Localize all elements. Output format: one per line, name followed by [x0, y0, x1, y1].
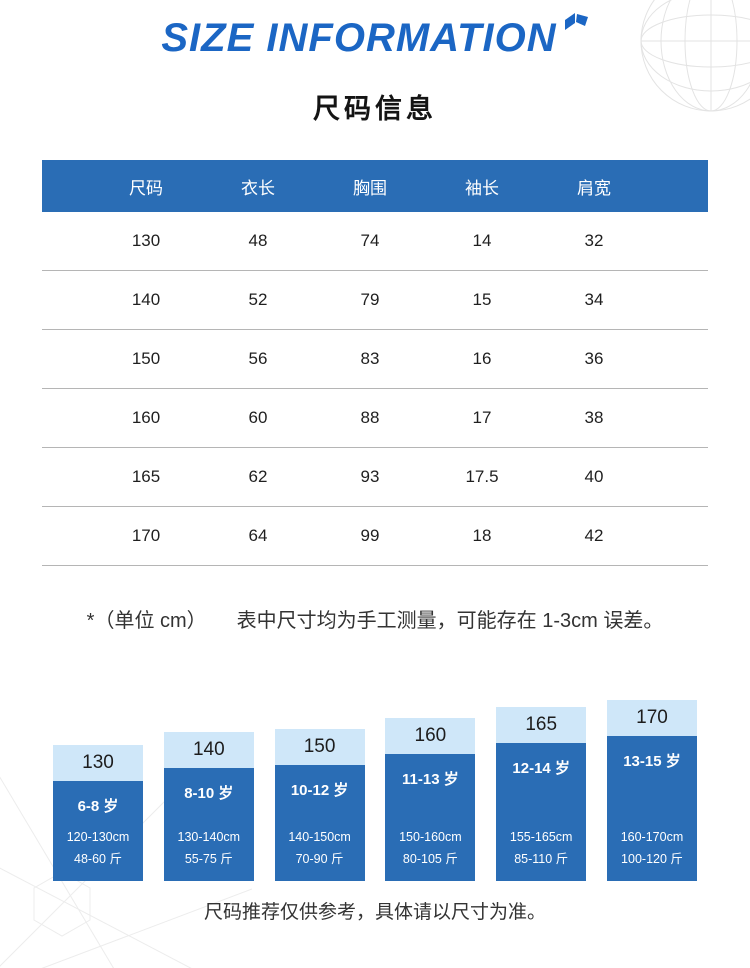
- height-range: 130-140cm: [177, 830, 241, 845]
- table-cell: 52: [248, 290, 268, 309]
- size-bar-130: 130 6-8 岁 120-130cm 48-60 斤: [53, 745, 143, 881]
- table-cell: 170: [131, 526, 161, 545]
- table-cell: 140: [131, 290, 161, 309]
- size-label: 165: [496, 707, 587, 743]
- age-range: 6-8 岁: [77, 798, 119, 815]
- table-cell: 15: [472, 290, 492, 309]
- size-bar-body: 8-10 岁 130-140cm 55-75 斤: [163, 768, 254, 881]
- table-row: 160 60 88 17 38: [42, 389, 708, 448]
- table-cell: 130: [131, 231, 161, 250]
- table-cell: 48: [248, 231, 268, 250]
- table-row: 150 56 83 16 36: [42, 330, 708, 389]
- table-cell: 160: [131, 408, 161, 427]
- size-bar-165: 165 12-14 岁 155-165cm 85-110 斤: [496, 707, 587, 881]
- size-bar-body: 10-12 岁 140-150cm 70-90 斤: [274, 765, 365, 881]
- table-header-cell: 衣长: [241, 178, 275, 198]
- page-title-zh: 尺码信息: [313, 94, 437, 124]
- table-cell: 40: [584, 467, 604, 486]
- table-cell: 42: [584, 526, 604, 545]
- table-cell: 17.5: [465, 467, 499, 486]
- size-bar-body: 6-8 岁 120-130cm 48-60 斤: [53, 781, 143, 881]
- size-table: 尺码 衣长 胸围 袖长 肩宽 130 48 74 14 32 140 52 79…: [42, 160, 708, 566]
- age-range: 8-10 岁: [184, 785, 234, 802]
- height-weight-range: 140-150cm 70-90 斤: [288, 827, 351, 871]
- weight-range: 70-90 斤: [295, 852, 344, 867]
- weight-range: 48-60 斤: [74, 852, 122, 867]
- age-range: 11-13 岁: [402, 771, 459, 788]
- table-cell: 18: [472, 526, 492, 545]
- table-header-cell: 胸围: [353, 178, 387, 198]
- size-bar-160: 160 11-13 岁 150-160cm 80-105 斤: [385, 718, 476, 881]
- size-label: 170: [606, 700, 697, 736]
- size-bar-body: 11-13 岁 150-160cm 80-105 斤: [385, 754, 476, 881]
- table-cell: 88: [360, 408, 380, 427]
- table-cell: 17: [472, 408, 492, 427]
- height-weight-range: 155-165cm 85-110 斤: [510, 827, 573, 871]
- table-cell: 79: [360, 290, 380, 309]
- table-cell: 150: [131, 349, 161, 368]
- table-cell: 32: [584, 231, 604, 250]
- table-cell: 14: [472, 231, 492, 250]
- table-cell: 165: [131, 467, 161, 486]
- size-label: 130: [53, 745, 143, 781]
- table-cell: 93: [360, 467, 380, 486]
- weight-range: 80-105 斤: [402, 852, 458, 867]
- table-row: 165 62 93 17.5 40: [42, 448, 708, 507]
- weight-range: 100-120 斤: [621, 852, 683, 867]
- footer-note: 尺码推荐仅供参考，具体请以尺寸为准。: [203, 902, 546, 923]
- size-recommendation-bars: 130 6-8 岁 120-130cm 48-60 斤 140 8-10 岁 1…: [53, 699, 697, 881]
- height-weight-range: 160-170cm 100-120 斤: [621, 827, 684, 871]
- height-range: 140-150cm: [288, 830, 351, 845]
- height-weight-range: 150-160cm 80-105 斤: [399, 827, 462, 871]
- age-range: 13-15 岁: [623, 753, 681, 770]
- weight-range: 85-110 斤: [514, 852, 569, 867]
- table-header-cell: 尺码: [129, 178, 163, 198]
- table-cell: 16: [472, 349, 492, 368]
- table-header-cell: 肩宽: [577, 178, 611, 198]
- size-bar-170: 170 13-15 岁 160-170cm 100-120 斤: [606, 700, 697, 881]
- page-title-en: SIZE INFORMATION: [0, 13, 750, 61]
- table-cell: 60: [248, 408, 268, 427]
- tolerance-note: 表中尺寸均为手工测量，可能存在 1-3cm 误差。: [236, 610, 664, 632]
- height-weight-range: 120-130cm 48-60 斤: [67, 827, 130, 871]
- size-label: 140: [163, 732, 254, 768]
- size-bar-140: 140 8-10 岁 130-140cm 55-75 斤: [163, 732, 254, 881]
- table-cell: 38: [584, 408, 604, 427]
- table-cell: 34: [584, 290, 604, 309]
- globe-decoration: [640, 0, 750, 112]
- size-label: 160: [385, 718, 476, 754]
- table-cell: 62: [248, 467, 268, 486]
- table-row: 140 52 79 15 34: [42, 271, 708, 330]
- flag-icon: [564, 13, 588, 30]
- height-range: 120-130cm: [66, 830, 130, 845]
- measurement-note: *（单位 cm） 表中尺寸均为手工测量，可能存在 1-3cm 误差。: [0, 604, 750, 633]
- table-cell: 36: [584, 349, 604, 368]
- table-cell: 99: [360, 526, 380, 545]
- table-cell: 74: [360, 231, 380, 250]
- age-range: 10-12 岁: [290, 782, 349, 799]
- table-header-row: 尺码 衣长 胸围 袖长 肩宽: [42, 160, 708, 212]
- height-range: 155-165cm: [509, 830, 573, 845]
- table-cell: 64: [248, 526, 268, 545]
- size-bar-body: 13-15 岁 160-170cm 100-120 斤: [606, 736, 697, 881]
- table-row: 170 64 99 18 42: [42, 507, 708, 566]
- weight-range: 55-75 斤: [184, 852, 233, 867]
- size-label: 150: [274, 729, 365, 765]
- table-header-cell: 袖长: [465, 178, 499, 198]
- height-range: 160-170cm: [620, 830, 684, 845]
- table-cell: 56: [248, 349, 268, 368]
- height-weight-range: 130-140cm 55-75 斤: [178, 827, 241, 871]
- size-bar-150: 150 10-12 岁 140-150cm 70-90 斤: [274, 729, 365, 881]
- size-bar-body: 12-14 岁 155-165cm 85-110 斤: [496, 743, 587, 881]
- page-title-en-text: SIZE INFORMATION: [161, 16, 557, 60]
- unit-note: *（单位 cm）: [86, 610, 207, 632]
- table-row: 130 48 74 14 32: [42, 212, 708, 271]
- height-range: 150-160cm: [399, 830, 462, 845]
- table-cell: 83: [360, 349, 380, 368]
- age-range: 12-14 岁: [512, 760, 570, 777]
